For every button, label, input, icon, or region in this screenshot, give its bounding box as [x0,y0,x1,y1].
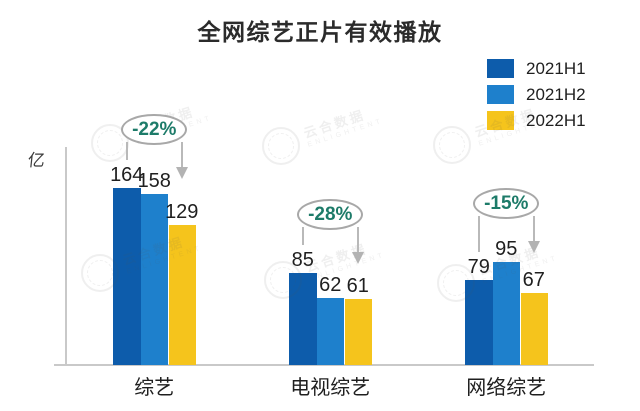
watermark-text-cn: 云合数据 [301,106,368,142]
decline-arrow-shaft [532,216,535,242]
bar-value-label: 129 [165,201,199,223]
decline-arrow-shaft [180,142,183,168]
bar-2021h1-group3 [465,280,493,365]
bar-value-label: 62 [319,274,342,296]
legend-label: 2021H1 [526,59,586,78]
watermark-text-en: ENLIGHTENT [306,117,385,149]
legend-label: 2022H1 [526,111,586,130]
legend-item: 2021H1 [487,59,586,78]
bar-value-label: 61 [346,275,369,297]
y-axis-line [65,147,67,366]
bar-value-label: 67 [522,269,545,291]
watermark-logo-icon [433,126,471,164]
chart-title: 全网综艺正片有效播放 [197,19,443,45]
bar-value-label: 85 [291,249,314,271]
decline-arrow-icon [527,241,540,253]
legend-swatch-2021h2 [487,85,514,104]
change-badge: -15% [473,188,540,219]
bar-2022h1-group3 [521,293,548,365]
watermark-logo-icon [262,127,300,165]
legend-item: 2021H2 [487,85,586,104]
watermark-text-cn: 云合数据 [303,240,370,276]
bar-2021h2-group1 [140,194,168,365]
legend-swatch-2022h1 [487,111,514,130]
legend-item: 2022H1 [487,111,586,130]
bar-value-label: 164 [110,164,144,186]
legend-swatch-2021h1 [487,59,514,78]
connector-line [125,142,128,160]
bar-value-label: 79 [467,256,490,278]
category-label: 综艺 [134,377,175,399]
bar-2022h1-group2 [345,299,372,365]
category-label: 网络综艺 [466,377,547,399]
category-label: 电视综艺 [290,377,371,399]
bar-2021h1-group2 [289,273,317,365]
bar-value-label: 158 [137,170,171,192]
y-axis-unit-label: 亿 [26,151,46,170]
bar-2021h1-group1 [113,188,141,365]
bar-2022h1-group1 [169,225,196,365]
connector-line [477,216,480,252]
decline-arrow-icon [351,252,364,264]
connector-line [301,227,304,245]
change-badge: -28% [297,199,364,230]
bar-value-label: 95 [495,238,518,260]
change-badge: -22% [121,114,188,145]
decline-arrow-icon [175,167,188,179]
x-axis-line [54,364,594,366]
decline-arrow-shaft [356,227,359,253]
bar-2021h2-group2 [316,298,344,365]
legend: 2021H1 2021H2 2022H1 [487,59,586,137]
bar-2021h2-group3 [492,262,520,365]
legend-label: 2021H2 [526,85,586,104]
